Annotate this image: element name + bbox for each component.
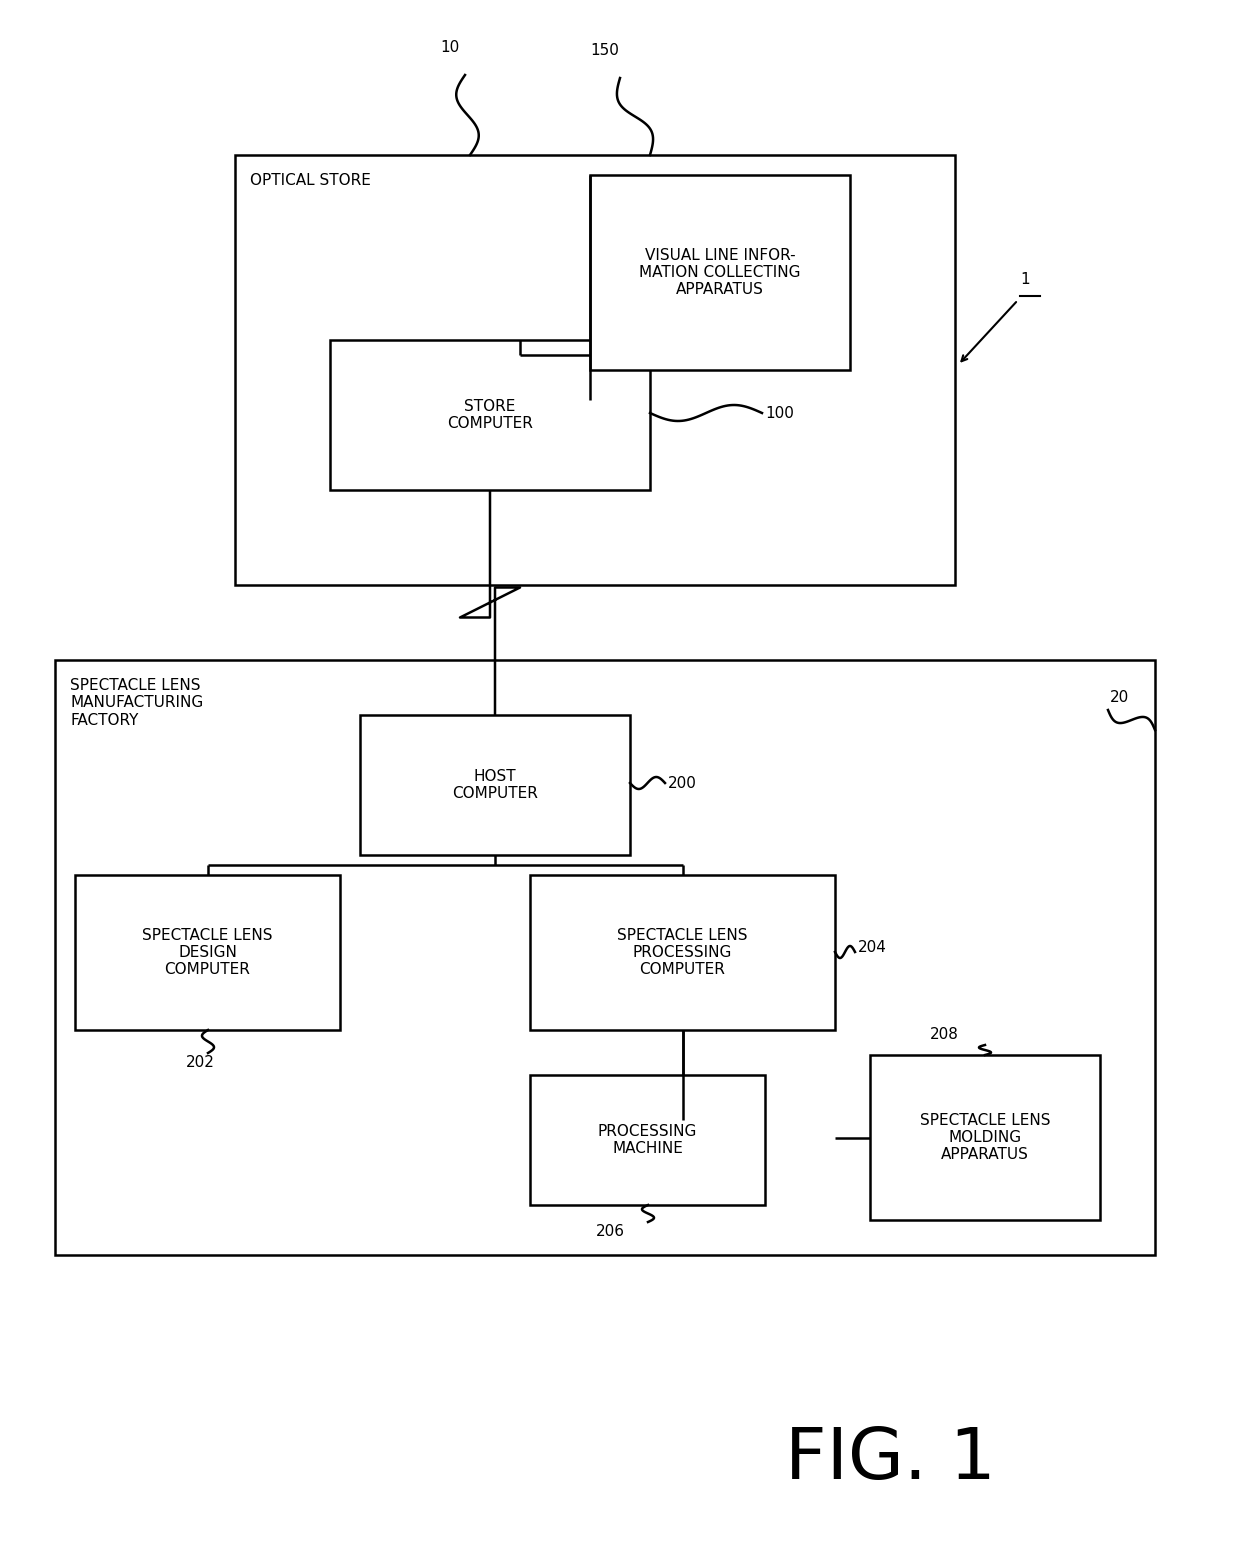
Text: OPTICAL STORE: OPTICAL STORE xyxy=(250,173,371,187)
Text: 202: 202 xyxy=(186,1056,215,1070)
Text: SPECTACLE LENS
MOLDING
APPARATUS: SPECTACLE LENS MOLDING APPARATUS xyxy=(920,1113,1050,1163)
Bar xyxy=(330,341,650,491)
Bar xyxy=(236,155,955,585)
Bar xyxy=(74,875,340,1029)
Bar xyxy=(529,875,835,1029)
Text: 150: 150 xyxy=(590,43,620,57)
Text: 20: 20 xyxy=(1110,690,1130,706)
Text: HOST
COMPUTER: HOST COMPUTER xyxy=(453,769,538,802)
Text: SPECTACLE LENS
MANUFACTURING
FACTORY: SPECTACLE LENS MANUFACTURING FACTORY xyxy=(69,678,203,728)
Text: 200: 200 xyxy=(668,776,697,791)
Text: 1: 1 xyxy=(1021,272,1029,288)
Text: FIG. 1: FIG. 1 xyxy=(785,1426,996,1494)
Bar xyxy=(55,659,1154,1255)
Text: 206: 206 xyxy=(595,1224,625,1238)
Text: SPECTACLE LENS
DESIGN
COMPUTER: SPECTACLE LENS DESIGN COMPUTER xyxy=(143,927,273,977)
Text: STORE
COMPUTER: STORE COMPUTER xyxy=(448,399,533,432)
Bar xyxy=(870,1056,1100,1220)
Text: 10: 10 xyxy=(440,40,460,56)
Text: 204: 204 xyxy=(858,941,887,955)
Text: SPECTACLE LENS
PROCESSING
COMPUTER: SPECTACLE LENS PROCESSING COMPUTER xyxy=(618,927,748,977)
Text: 208: 208 xyxy=(930,1026,959,1042)
Text: 100: 100 xyxy=(765,406,794,421)
Bar xyxy=(590,175,849,370)
Text: VISUAL LINE INFOR-
MATION COLLECTING
APPARATUS: VISUAL LINE INFOR- MATION COLLECTING APP… xyxy=(640,248,801,297)
Text: PROCESSING
MACHINE: PROCESSING MACHINE xyxy=(598,1124,697,1156)
Bar xyxy=(360,715,630,854)
Bar xyxy=(529,1074,765,1204)
